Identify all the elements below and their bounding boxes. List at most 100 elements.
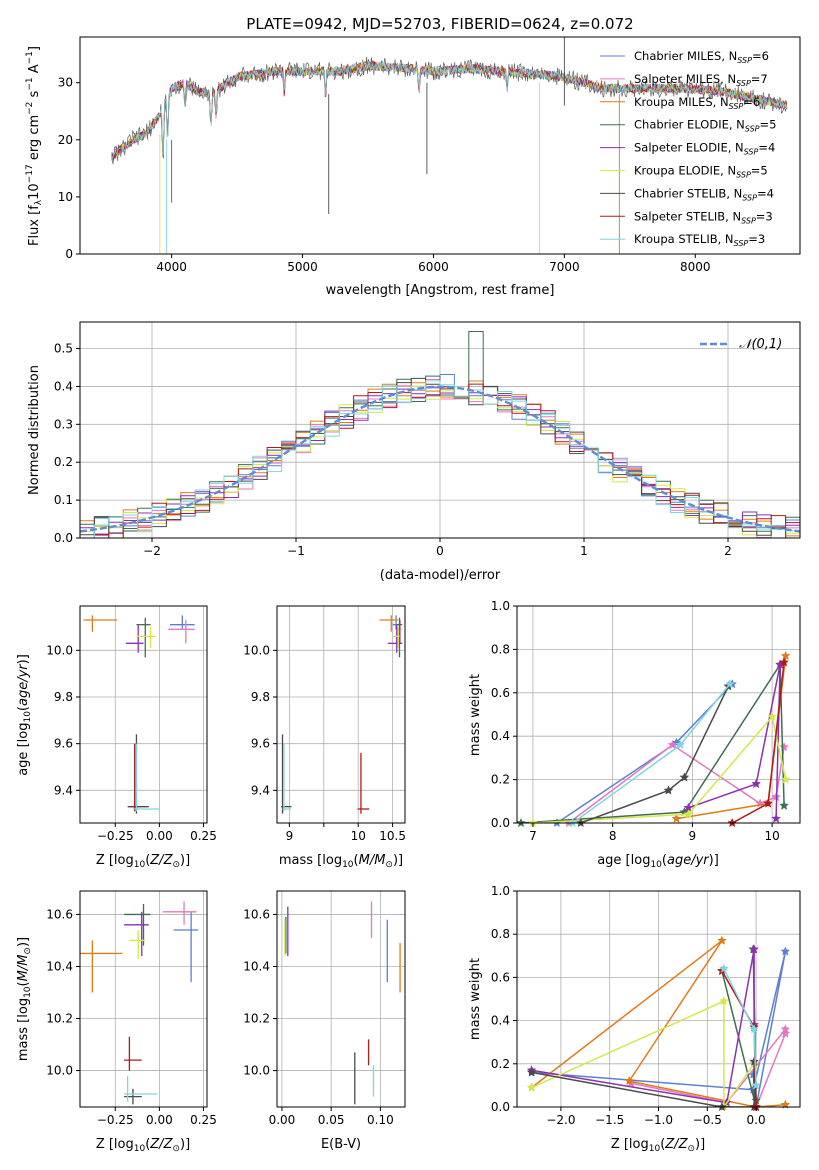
residual-ticks: −2 −1 0 1 2 0.0 0.1 0.2 0.3 0.4 0.5 <box>54 342 732 558</box>
weight-point-marker <box>718 996 729 1006</box>
y-tick-label: 10.4 <box>243 959 270 973</box>
y-tick-label: 10.4 <box>46 959 73 973</box>
weight-point-marker <box>717 935 727 945</box>
x-tick-label: 10 <box>351 829 366 843</box>
y-tick-label: 10.6 <box>243 907 270 921</box>
weight-point-marker <box>751 778 762 789</box>
weight-point-marker <box>679 772 690 782</box>
y-tick-label: 0.8 <box>491 642 510 656</box>
y-tick-label: 10.6 <box>46 907 73 921</box>
weight-point-marker <box>526 1067 537 1077</box>
x-tick-label: 0.00 <box>146 829 173 843</box>
z-mass-ticks: −0.25 0.00 0.25 10.0 10.2 10.4 10.6 <box>46 907 217 1127</box>
legend-value: =6 <box>752 49 769 63</box>
weight-point-marker <box>724 678 735 689</box>
legend-label: Kroupa ELODIE, NSSP=5 <box>634 164 768 180</box>
legend-value: =5 <box>751 164 768 178</box>
y-tick-label: 0.5 <box>54 342 73 356</box>
y-tick-label: 0.0 <box>491 1100 510 1114</box>
y-tick-label: 9.8 <box>54 690 73 704</box>
y-tick-label: 10.0 <box>243 1064 270 1078</box>
spectrum-series-line <box>111 61 788 161</box>
age-weight-ticks: 7 8 9 10 0.0 0.2 0.4 0.6 0.8 1.0 <box>491 599 780 843</box>
x-tick-label: −0.5 <box>693 1113 722 1127</box>
x-tick-label: 8000 <box>680 260 711 274</box>
residual-ylabel: Normed distribution <box>27 365 42 495</box>
y-tick-label: 0.3 <box>54 417 73 431</box>
z-weight-ticks: −2.0 −1.5 −1.0 −0.5 0.0 0.0 0.2 0.4 0.6 0.8 1.0 <box>491 884 766 1127</box>
mass-age-plot <box>277 606 405 823</box>
y-tick-label: 0.2 <box>54 455 73 469</box>
histogram-series <box>80 383 800 538</box>
weight-point-marker <box>779 657 789 667</box>
legend-value: =3 <box>748 232 765 246</box>
weight-point-marker <box>751 1080 762 1090</box>
z-age-plot <box>80 606 207 823</box>
z-age-ticks: −0.25 0.00 0.25 9.4 9.6 9.8 10.0 <box>46 643 217 843</box>
x-tick-label: 4000 <box>156 260 187 274</box>
legend-sub: SSP <box>734 239 749 248</box>
x-tick-label: 10 <box>764 829 779 843</box>
y-tick-label: 0.0 <box>54 531 73 545</box>
weight-point-marker <box>749 1056 760 1066</box>
z-age-panel: −0.25 0.00 0.25 9.4 9.6 9.8 10.0 Z [log10(Z/Z⊙… <box>16 605 217 870</box>
z-mass-ylabel: mass [log10(M/M⊙)] <box>16 937 33 1061</box>
y-tick-label: 9.4 <box>251 783 270 797</box>
spectrum-plot <box>111 37 788 254</box>
x-tick-label: 5000 <box>287 260 318 274</box>
ebv-mass-plot <box>277 891 405 1107</box>
z-age-ylabel: age [log10(age/yr)] <box>16 654 33 776</box>
ebv-mass-panel: 0.00 0.05 0.10 10.0 10.2 10.4 10.6 E(B-V) <box>243 890 406 1152</box>
y-tick-label: 0.4 <box>491 1014 510 1028</box>
spectrum-legend: Chabrier MILES, NSSP=6 Salpeter MILES, NS… <box>600 49 776 248</box>
legend-label: Chabrier ELODIE, NSSP=5 <box>634 118 776 134</box>
spectrum-ylabel: Flux [fλ10−17 erg cm−2 s−1 A−1] <box>25 46 44 246</box>
legend-sub: SSP <box>729 102 744 111</box>
legend-label: Salpeter STELIB, NSSP=3 <box>634 209 773 225</box>
x-tick-label: 9 <box>286 829 294 843</box>
z-weight-plot <box>517 890 800 1112</box>
x-tick-label: 0.00 <box>269 1113 296 1127</box>
weight-point-marker <box>763 798 774 808</box>
legend-value: =4 <box>758 141 775 155</box>
weight-point-marker <box>526 1082 537 1092</box>
y-tick-label: 0.2 <box>491 773 510 787</box>
legend-sub: SSP <box>742 193 757 202</box>
x-tick-label: 8 <box>609 829 617 843</box>
age-weight-ylabel: mass weight <box>468 674 483 756</box>
ebv-mass-xlabel: E(B-V) <box>321 1137 361 1152</box>
age-weight-xlabel: age [log10(age/yr)] <box>597 853 719 870</box>
z-age-xlabel: Z [log10(Z/Z⊙)] <box>96 853 190 870</box>
legend-sub: SSP <box>736 79 751 88</box>
x-tick-label: −1.0 <box>644 1113 673 1127</box>
y-tick-label: 10.2 <box>243 1012 270 1026</box>
ebv-mass-frame <box>276 890 406 1108</box>
x-tick-label: 0.25 <box>190 1113 217 1127</box>
weight-series-line <box>580 685 729 823</box>
age-weight-plot <box>516 605 800 828</box>
legend-value: =3 <box>756 209 773 223</box>
legend-value: =5 <box>760 118 777 132</box>
x-tick-label: 10.5 <box>379 829 406 843</box>
y-tick-label: 20 <box>58 133 73 147</box>
weight-point-marker <box>771 813 782 823</box>
z-mass-frame <box>79 890 208 1108</box>
ebv-mass-ticks: 0.00 0.05 0.10 10.0 10.2 10.4 10.6 <box>243 907 393 1127</box>
legend-label: Chabrier MILES, NSSP=6 <box>634 49 769 65</box>
x-tick-label: 0 <box>436 544 444 558</box>
legend-label: Chabrier STELIB, NSSP=4 <box>634 186 774 202</box>
legend-sub: SSP <box>744 148 759 157</box>
y-tick-label: 10.0 <box>46 643 73 657</box>
x-tick-label: −2 <box>143 544 161 558</box>
y-tick-label: 0.6 <box>491 970 510 984</box>
mass-age-xlabel: mass [log10(M/M⊙)] <box>279 853 403 870</box>
weight-point-marker <box>749 944 760 954</box>
x-tick-label: 0.0 <box>747 1113 766 1127</box>
y-tick-label: 1.0 <box>491 884 510 898</box>
x-tick-label: 2 <box>724 544 732 558</box>
y-tick-label: 9.4 <box>54 783 73 797</box>
x-tick-label: −1 <box>287 544 305 558</box>
weight-point-marker <box>718 963 729 973</box>
legend-label: Kroupa STELIB, NSSP=3 <box>634 232 765 248</box>
